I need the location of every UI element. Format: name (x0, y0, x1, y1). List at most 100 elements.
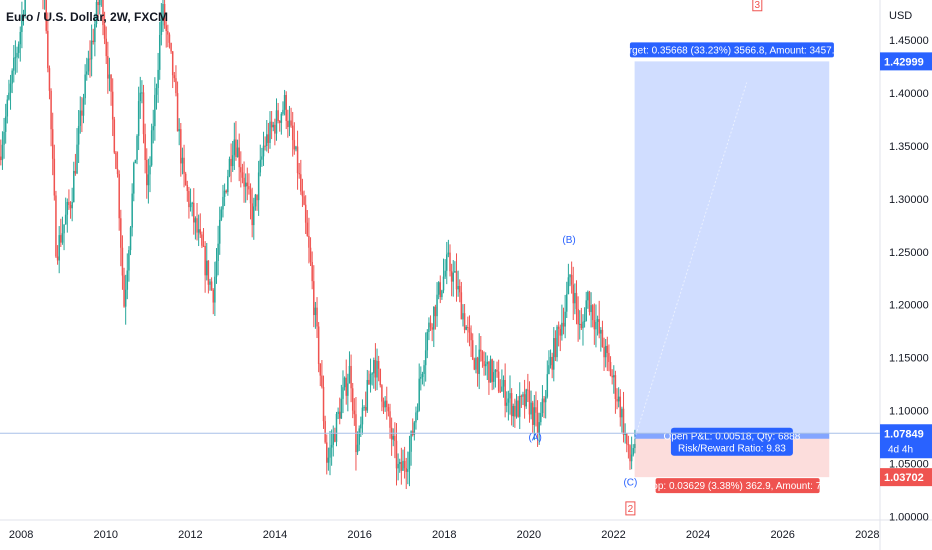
candle-body[interactable] (136, 135, 138, 160)
candle-body[interactable] (243, 177, 245, 187)
candle-body[interactable] (514, 405, 516, 417)
candle-body[interactable] (210, 281, 213, 290)
candle-body[interactable] (608, 352, 610, 363)
candle-body[interactable] (559, 328, 562, 336)
candle-body[interactable] (56, 256, 59, 261)
candle-body[interactable] (272, 124, 274, 128)
candle-body[interactable] (71, 201, 73, 209)
candle-body[interactable] (86, 71, 88, 75)
candle-body[interactable] (150, 130, 153, 166)
candle-body[interactable] (53, 158, 56, 196)
candle-body[interactable] (444, 270, 446, 277)
candle-body[interactable] (619, 396, 622, 418)
candle-body[interactable] (475, 357, 477, 370)
candle-body[interactable] (295, 146, 297, 150)
candle-body[interactable] (403, 460, 406, 469)
candle-body[interactable] (236, 147, 239, 158)
candle-body[interactable] (517, 400, 519, 417)
candle-body[interactable] (564, 311, 566, 327)
candle-body[interactable] (275, 110, 278, 134)
candle-body[interactable] (19, 31, 22, 45)
candle-body[interactable] (61, 233, 64, 243)
candle-body[interactable] (244, 182, 247, 187)
candle-body[interactable] (228, 158, 231, 177)
candle-body[interactable] (343, 377, 346, 388)
candle-body[interactable] (233, 139, 236, 156)
candle-body[interactable] (87, 58, 90, 72)
candle-body[interactable] (21, 15, 23, 32)
candle-body[interactable] (304, 204, 307, 223)
candle-body[interactable] (497, 371, 500, 392)
candle-body[interactable] (400, 462, 403, 471)
candle-body[interactable] (506, 402, 508, 406)
candle-body[interactable] (126, 270, 129, 290)
candle-body[interactable] (335, 414, 338, 442)
candle-body[interactable] (48, 68, 51, 91)
candle-body[interactable] (617, 396, 620, 402)
candle-body[interactable] (128, 250, 130, 271)
candle-body[interactable] (165, 25, 167, 31)
candle-body[interactable] (533, 407, 536, 425)
candle-body[interactable] (309, 247, 312, 262)
candle-body[interactable] (63, 224, 65, 234)
candle-body[interactable] (604, 345, 607, 358)
candle-body[interactable] (520, 395, 523, 397)
candle-body[interactable] (55, 195, 57, 257)
candle-body[interactable] (116, 168, 119, 175)
candle-body[interactable] (176, 93, 179, 132)
candle-body[interactable] (293, 140, 296, 150)
candle-body[interactable] (473, 359, 476, 370)
candle-body[interactable] (202, 245, 205, 247)
candle-body[interactable] (601, 329, 604, 348)
candle-body[interactable] (222, 196, 224, 210)
candle-body[interactable] (356, 444, 359, 453)
candle-body[interactable] (350, 365, 352, 389)
candle-body[interactable] (557, 326, 560, 329)
candle-body[interactable] (155, 88, 158, 95)
candle-body[interactable] (381, 385, 383, 402)
candle-body[interactable] (348, 365, 351, 384)
candle-body[interactable] (0, 156, 2, 161)
candle-body[interactable] (471, 340, 474, 360)
candle-body[interactable] (574, 292, 576, 304)
candle-body[interactable] (184, 173, 187, 185)
candle-body[interactable] (223, 190, 226, 197)
candle-body[interactable] (387, 407, 390, 412)
candle-body[interactable] (376, 360, 378, 378)
candle-body[interactable] (507, 398, 510, 403)
candle-body[interactable] (246, 182, 249, 187)
candle-body[interactable] (321, 375, 323, 387)
candle-body[interactable] (366, 379, 369, 411)
candle-body[interactable] (598, 319, 600, 334)
candle-body[interactable] (418, 378, 420, 411)
candle-body[interactable] (423, 365, 425, 374)
candle-body[interactable] (270, 121, 273, 128)
candle-body[interactable] (317, 326, 320, 364)
candle-body[interactable] (220, 209, 223, 220)
candle-body[interactable] (171, 51, 174, 76)
candle-body[interactable] (241, 172, 244, 178)
candle-body[interactable] (194, 218, 197, 223)
candle-body[interactable] (491, 359, 493, 382)
candle-body[interactable] (480, 349, 482, 352)
candle-body[interactable] (591, 305, 594, 321)
candle-body[interactable] (51, 129, 54, 159)
candle-body[interactable] (45, 0, 47, 31)
candle-body[interactable] (626, 433, 628, 445)
candle-body[interactable] (426, 332, 429, 351)
candle-body[interactable] (527, 389, 529, 391)
candle-body[interactable] (120, 218, 122, 248)
candle-body[interactable] (512, 405, 515, 417)
candle-body[interactable] (543, 398, 545, 403)
candle-body[interactable] (133, 163, 135, 194)
candle-body[interactable] (334, 432, 336, 442)
candle-body[interactable] (530, 402, 532, 415)
candle-body[interactable] (89, 58, 91, 60)
candle-body[interactable] (540, 413, 542, 423)
candle-body[interactable] (300, 174, 302, 192)
candle-body[interactable] (314, 307, 317, 316)
candle-body[interactable] (562, 322, 565, 327)
candle-body[interactable] (183, 157, 185, 174)
candle-body[interactable] (58, 235, 60, 261)
